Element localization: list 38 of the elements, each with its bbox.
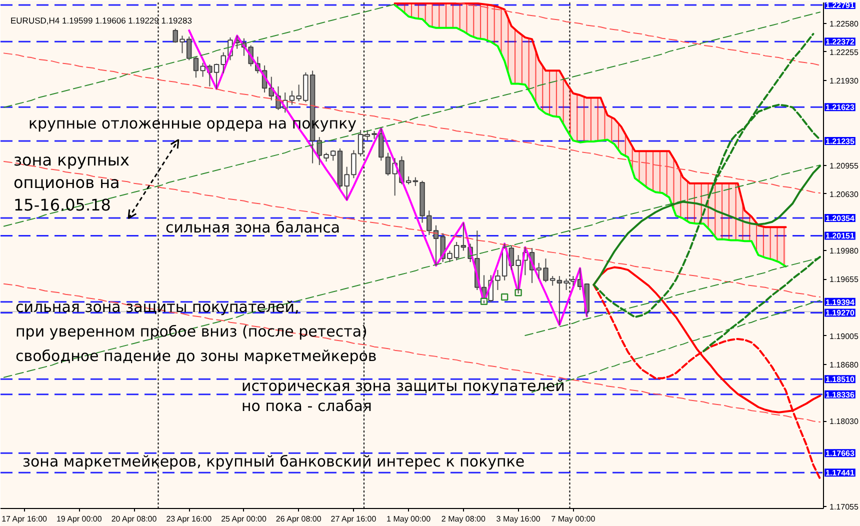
y-tick-label: 1.20955 [830,161,859,170]
annotation: зона крупных опционов на 15-16.05.18 [14,150,130,214]
ref-line-label: 1.20151 [826,232,855,241]
ref-line-label: 1.21235 [826,137,855,146]
ref-line-label: 1.17441 [826,468,855,478]
y-tick-label: 1.17055 [830,502,859,512]
y-tick-label: 1.18680 [830,360,859,370]
y-tick-label: 1.21930 [830,76,859,86]
x-tick-label: 25 Apr 00:00 [221,514,267,524]
text: EURUSD,H4 1.19599 1.19606 1.19229 1.19283 [10,16,192,26]
x-tick-label: 7 May 00:00 [551,514,596,524]
ref-line-label: 1.20354 [826,214,855,224]
x-tick-label: 27 Apr 16:00 [330,514,377,524]
ref-line-label: 1.22372 [826,38,855,47]
x-tick-label: 17 Apr 16:00 [2,514,48,524]
ref-line-label: 1.19394 [826,298,855,307]
x-tick-label: 2 May 08:00 [441,514,486,524]
ref-line-label: 1.19270 [826,308,855,318]
y-tick-label: 1.22580 [830,19,859,28]
y-tick-label: 1.19980 [830,246,859,256]
ref-line-label: 1.17663 [826,449,855,458]
ref-line-label: 1.22791 [826,1,855,10]
y-tick-label: 1.20630 [830,190,859,199]
y-tick-label: 1.19005 [830,332,859,341]
x-tick-label: 20 Apr 08:00 [111,514,158,524]
x-tick-label: 19 Apr 00:00 [56,514,102,524]
y-tick-label: 1.19655 [830,275,859,284]
x-tick-label: 26 Apr 08:00 [276,514,322,524]
ref-line-label: 1.21623 [826,103,855,112]
annotation: сильная зона баланса [166,218,340,236]
annotation: зона маркетмейкеров, крупный банковский интерес к покупке [22,452,525,470]
x-tick-label: 3 May 16:00 [496,514,541,524]
y-tick-label: 1.22255 [830,48,859,57]
ref-line-label: 1.18336 [826,390,855,400]
y-tick-label: 1.18030 [830,417,859,426]
x-tick-label: 1 May 00:00 [386,514,432,524]
ref-line-label: 1.18510 [826,375,855,384]
x-tick-label: 23 Apr 16:00 [166,514,212,524]
